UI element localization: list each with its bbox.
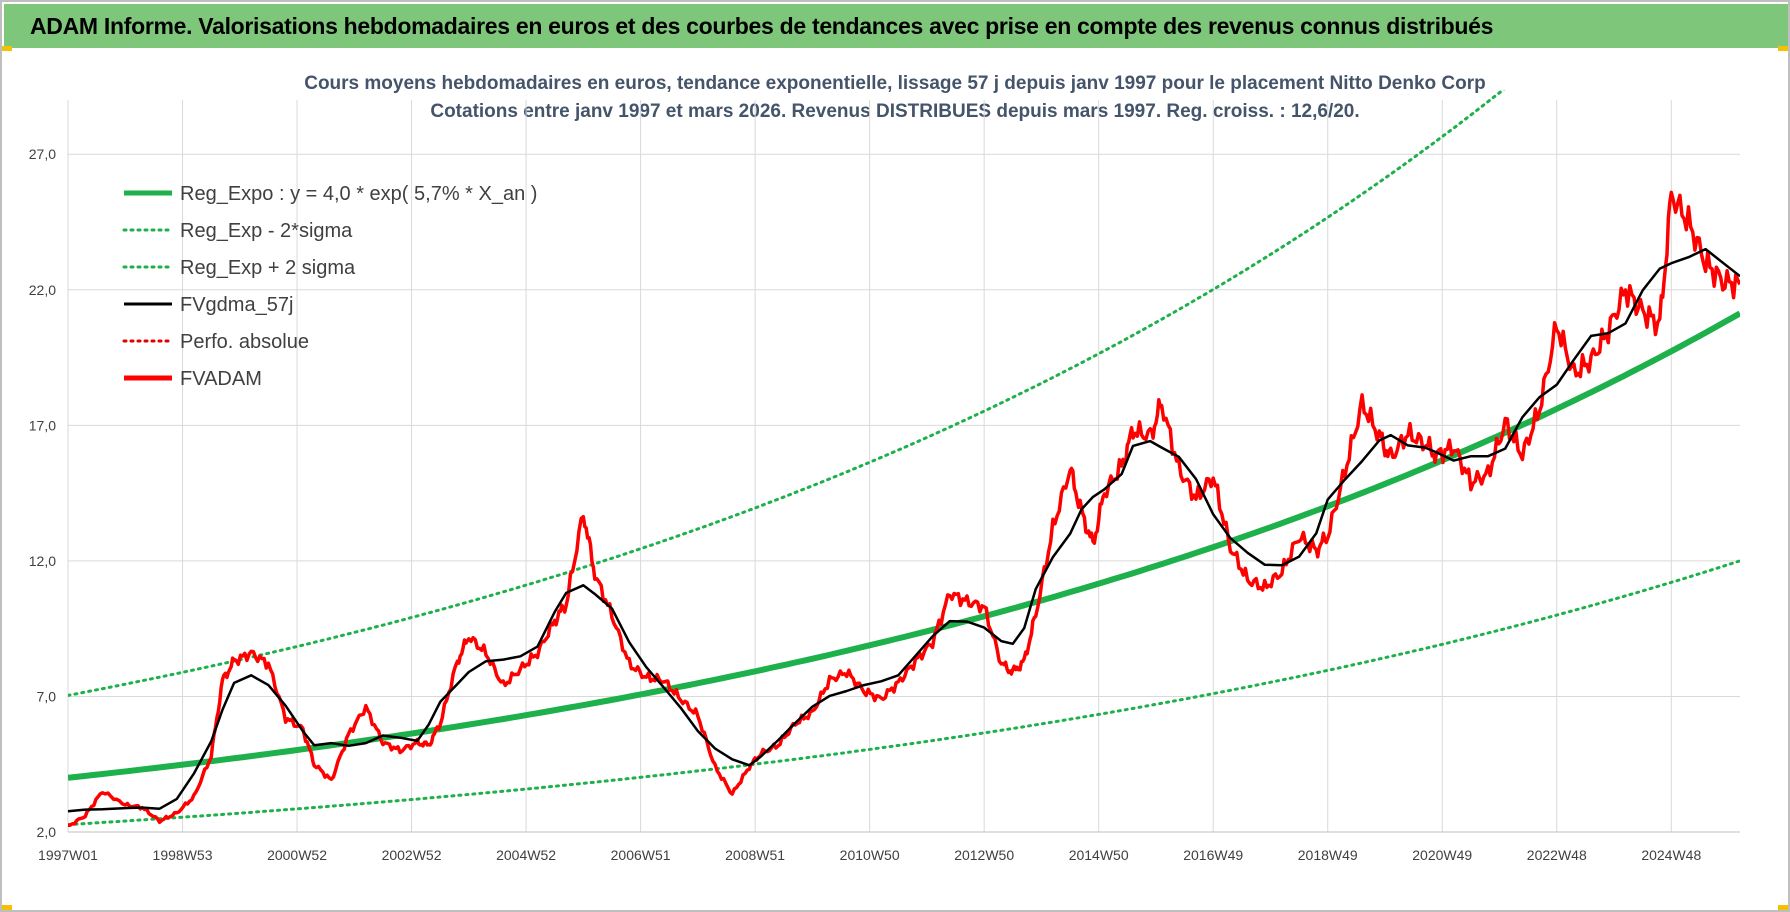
legend-item-label: FVgdma_57j xyxy=(180,294,293,316)
legend-item-label: Reg_Expo : y = 4,0 * exp( 5,7% * X_an ) xyxy=(180,183,537,205)
x-tick-label: 2006W51 xyxy=(611,847,671,863)
price-series-line xyxy=(68,190,1740,827)
chart-title: Cours moyens hebdomadaires en euros, ten… xyxy=(0,70,1790,126)
corner-marker-bottom-left xyxy=(2,905,12,910)
smoothed-series-line xyxy=(68,247,1740,813)
x-tick-label: 2014W50 xyxy=(1069,847,1129,863)
x-tick-label: 2024W48 xyxy=(1641,847,1701,863)
y-tick-label: 22,0 xyxy=(29,282,56,298)
report-banner: ADAM Informe. Valorisations hebdomadaire… xyxy=(4,4,1788,48)
x-tick-label: 2016W49 xyxy=(1183,847,1243,863)
regression-trend-line xyxy=(68,310,1740,781)
legend-item-label: Reg_Exp + 2 sigma xyxy=(180,257,356,279)
y-tick-label: 7,0 xyxy=(37,688,57,704)
report-title: ADAM Informe. Valorisations hebdomadaire… xyxy=(30,12,1494,39)
x-tick-label: 1997W01 xyxy=(38,847,98,863)
x-tick-label: 2000W52 xyxy=(267,847,327,863)
axis-layer: 2,0 7,0 12,0 17,0 22,0 27,0 1997W01 1998W53 2000… xyxy=(29,146,1740,863)
chart-title-line-2: Cotations entre janv 1997 et mars 2026. … xyxy=(430,101,1360,122)
y-tick-label: 2,0 xyxy=(37,824,57,840)
corner-marker-bottom-right xyxy=(1778,905,1788,910)
x-tick-label: 2012W50 xyxy=(954,847,1014,863)
x-tick-label: 1998W53 xyxy=(153,847,213,863)
legend-item-label: Reg_Exp - 2*sigma xyxy=(180,220,353,242)
y-tick-label: 27,0 xyxy=(29,146,56,162)
x-tick-label: 2022W48 xyxy=(1527,847,1587,863)
x-tick-label: 2004W52 xyxy=(496,847,556,863)
grid-layer xyxy=(67,100,1740,833)
regression-lower-band xyxy=(68,559,1740,827)
x-tick-label: 2010W50 xyxy=(840,847,900,863)
legend-item-label: Perfo. absolue xyxy=(180,331,309,353)
x-tick-label: 2002W52 xyxy=(382,847,442,863)
chart-title-line-1: Cours moyens hebdomadaires en euros, ten… xyxy=(304,73,1486,94)
corner-marker-top-left xyxy=(2,46,12,51)
regression-upper-band xyxy=(68,90,1506,697)
x-tick-label: 2020W49 xyxy=(1412,847,1472,863)
x-tick-label: 2008W51 xyxy=(725,847,785,863)
series-layer xyxy=(68,90,1740,827)
y-tick-label: 17,0 xyxy=(29,417,56,433)
legend: Reg_Expo : y = 4,0 * exp( 5,7% * X_an ) R… xyxy=(122,183,537,390)
corner-marker-top-right xyxy=(1778,46,1788,51)
legend-item-label: FVADAM xyxy=(180,368,262,390)
y-tick-label: 12,0 xyxy=(29,553,56,569)
x-tick-label: 2018W49 xyxy=(1298,847,1358,863)
